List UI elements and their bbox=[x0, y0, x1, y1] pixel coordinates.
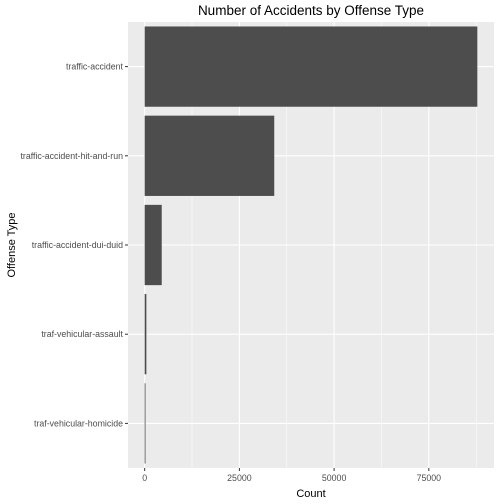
x-tick-label: 0 bbox=[142, 473, 147, 483]
bar-traf-vehicular-assault bbox=[144, 294, 147, 375]
y-axis-title: Offense Type bbox=[6, 212, 18, 277]
chart-title: Number of Accidents by Offense Type bbox=[198, 3, 424, 18]
x-tick-label: 50000 bbox=[322, 473, 347, 483]
x-tick-label: 25000 bbox=[227, 473, 252, 483]
y-tick-label: traf-vehicular-homicide bbox=[34, 418, 123, 428]
bars bbox=[144, 26, 478, 464]
bar-traf-vehicular-homicide bbox=[144, 383, 146, 464]
y-tick-label: traffic-accident-hit-and-run bbox=[20, 151, 123, 161]
x-tick-label: 75000 bbox=[417, 473, 442, 483]
y-tick-label: traf-vehicular-assault bbox=[41, 329, 123, 339]
x-axis-title: Count bbox=[296, 488, 325, 500]
axes: traffic-accident traffic-accident-hit-and… bbox=[20, 62, 441, 483]
bar-traffic-accident bbox=[144, 26, 478, 107]
bar-traffic-accident-dui-duid bbox=[144, 204, 162, 286]
y-tick-label: traffic-accident-dui-duid bbox=[32, 240, 123, 250]
bar-traffic-accident-hit-and-run bbox=[144, 115, 275, 196]
y-tick-label: traffic-accident bbox=[66, 62, 124, 72]
